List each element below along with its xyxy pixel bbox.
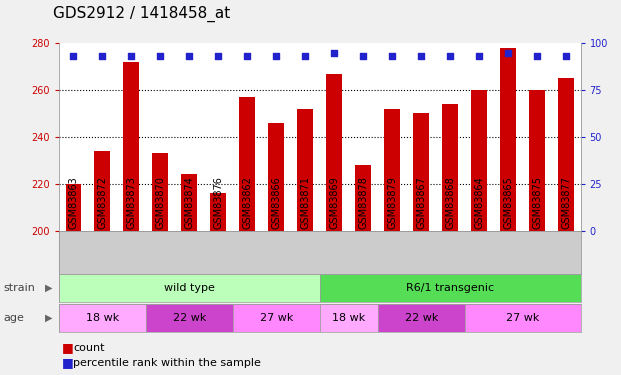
- Point: [416, 53, 426, 59]
- Text: ▶: ▶: [45, 283, 53, 293]
- Text: wild type: wild type: [164, 283, 215, 293]
- Text: age: age: [3, 313, 24, 323]
- Point: [242, 53, 252, 59]
- Point: [329, 50, 339, 55]
- Point: [445, 53, 455, 59]
- Point: [358, 53, 368, 59]
- Text: strain: strain: [3, 283, 35, 293]
- Text: 27 wk: 27 wk: [260, 313, 293, 323]
- Bar: [59, 304, 146, 332]
- Bar: [297, 109, 313, 231]
- Text: R6/1 transgenic: R6/1 transgenic: [406, 283, 494, 293]
- Bar: [414, 113, 429, 231]
- Point: [127, 53, 137, 59]
- Point: [561, 53, 571, 59]
- Text: 18 wk: 18 wk: [332, 313, 365, 323]
- Bar: [442, 104, 458, 231]
- Point: [214, 53, 224, 59]
- Point: [68, 53, 78, 59]
- Text: ▶: ▶: [45, 313, 53, 323]
- Point: [388, 53, 397, 59]
- Bar: [355, 165, 371, 231]
- Text: count: count: [73, 343, 105, 353]
- Bar: [465, 304, 581, 332]
- Bar: [558, 78, 574, 231]
- Text: ■: ■: [62, 357, 74, 369]
- Bar: [152, 153, 168, 231]
- Text: 18 wk: 18 wk: [86, 313, 119, 323]
- Text: GDS2912 / 1418458_at: GDS2912 / 1418458_at: [53, 6, 230, 22]
- Bar: [66, 184, 81, 231]
- Point: [474, 53, 484, 59]
- Point: [184, 53, 194, 59]
- Text: percentile rank within the sample: percentile rank within the sample: [73, 358, 261, 368]
- Bar: [501, 48, 516, 231]
- Bar: [378, 304, 465, 332]
- Bar: [146, 304, 233, 332]
- Point: [155, 53, 165, 59]
- Bar: [211, 193, 226, 231]
- Bar: [59, 274, 320, 302]
- Bar: [239, 97, 255, 231]
- Bar: [181, 174, 197, 231]
- Text: 27 wk: 27 wk: [506, 313, 540, 323]
- Bar: [233, 304, 320, 332]
- Bar: [268, 123, 284, 231]
- Point: [503, 50, 513, 55]
- Point: [532, 53, 542, 59]
- Bar: [327, 74, 342, 231]
- Text: 22 wk: 22 wk: [173, 313, 206, 323]
- Bar: [124, 62, 139, 231]
- Bar: [94, 151, 111, 231]
- Text: ■: ■: [62, 342, 74, 354]
- Text: 22 wk: 22 wk: [404, 313, 438, 323]
- Bar: [320, 274, 581, 302]
- Bar: [320, 304, 378, 332]
- Bar: [529, 90, 545, 231]
- Bar: [384, 109, 400, 231]
- Point: [301, 53, 310, 59]
- Point: [97, 53, 107, 59]
- Bar: [471, 90, 487, 231]
- Point: [271, 53, 281, 59]
